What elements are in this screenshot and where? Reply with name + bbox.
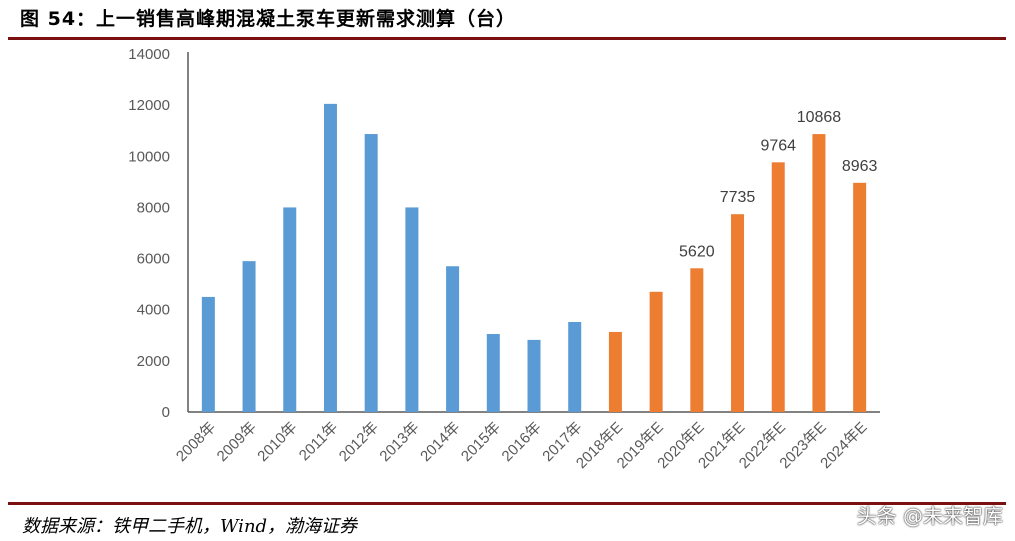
data-label: 10868 xyxy=(797,109,842,126)
data-label: 7735 xyxy=(720,189,756,206)
x-tick-label: 2014年 xyxy=(417,419,463,465)
data-source: 数据来源：铁甲二手机，Wind，渤海证券 xyxy=(22,516,358,537)
bar-2018年E xyxy=(608,331,622,412)
y-tick-label: 12000 xyxy=(128,97,170,114)
bar-2016年 xyxy=(527,339,541,412)
bar-2015年 xyxy=(486,334,500,412)
bar-2023年E xyxy=(812,134,826,412)
bar-2020年E xyxy=(690,268,704,412)
x-tick-label: 2010年 xyxy=(254,419,300,465)
y-tick-label: 6000 xyxy=(137,251,170,268)
bar-2011年 xyxy=(323,103,337,412)
bar-2019年E xyxy=(649,291,663,412)
x-tick-label: 2015年 xyxy=(458,419,504,465)
bar-2010年 xyxy=(283,207,297,412)
watermark: 头条 @未来智库 xyxy=(856,504,1003,528)
data-label: 9764 xyxy=(760,137,796,154)
bar-2009年 xyxy=(242,261,256,412)
x-tick-label: 2008年 xyxy=(173,419,219,465)
bar-2014年 xyxy=(446,266,460,412)
bar-2012年 xyxy=(364,134,378,412)
x-tick-label: 2011年 xyxy=(296,419,341,464)
bottom-rule xyxy=(8,502,1006,505)
bar-2024年E xyxy=(853,182,867,412)
bar-2008年 xyxy=(201,296,215,412)
bar-2017年 xyxy=(568,321,582,412)
y-tick-label: 14000 xyxy=(128,46,170,63)
y-tick-label: 4000 xyxy=(137,302,170,319)
y-tick-label: 8000 xyxy=(137,199,170,216)
y-tick-label: 2000 xyxy=(137,353,170,370)
x-tick-label: 2012年 xyxy=(336,419,382,465)
x-tick-label: 2013年 xyxy=(376,419,422,465)
data-label: 8963 xyxy=(842,158,878,175)
x-tick-label: 2009年 xyxy=(214,419,260,465)
figure-title: 图 54：上一销售高峰期混凝土泵车更新需求测算（台） xyxy=(20,8,517,30)
data-label: 5620 xyxy=(679,243,715,260)
y-tick-label: 10000 xyxy=(128,148,170,165)
y-tick-label: 0 xyxy=(162,404,170,421)
bar-2013年 xyxy=(405,207,419,412)
x-tick-label: 2016年 xyxy=(499,419,545,465)
top-rule xyxy=(8,37,1006,40)
bar-2022年E xyxy=(771,162,785,412)
bar-2021年E xyxy=(731,214,745,412)
